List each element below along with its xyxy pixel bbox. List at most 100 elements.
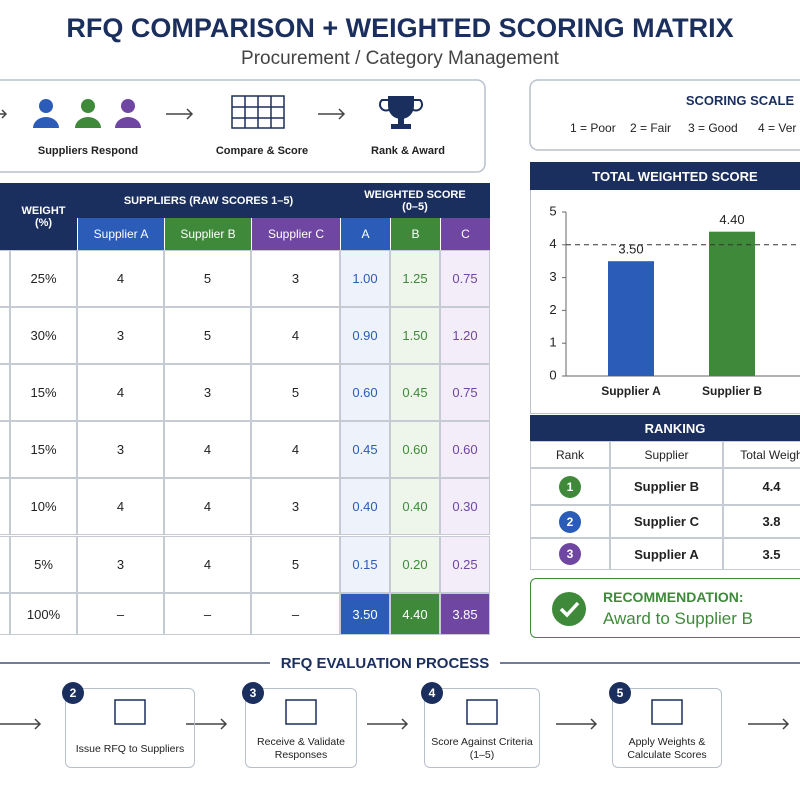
table-cell: 5	[164, 307, 251, 364]
ranking-cell	[530, 505, 610, 538]
weighted-score-cell: 3.85	[440, 593, 490, 635]
weighted-score-cell: 0.40	[340, 478, 390, 535]
table-cell: 4	[77, 250, 164, 307]
process-box	[245, 688, 357, 768]
process-box	[612, 688, 722, 768]
value-label: 4.40	[719, 212, 744, 227]
scale-item: 2 = Fair	[630, 121, 672, 135]
process-label: Apply Weights & Calculate Scores	[627, 736, 707, 761]
row-label-cell	[0, 478, 10, 535]
weighted-score-cell: 0.25	[440, 536, 490, 593]
ranking-cell: 3.8	[723, 505, 800, 538]
weighted-column-header: C	[440, 218, 490, 250]
supplier-column-header: Supplier A	[77, 218, 164, 250]
table-cell: –	[164, 593, 251, 635]
ranking-title: RANKING	[530, 415, 800, 441]
ranking-cell	[530, 538, 610, 570]
process-label: Receive & Validate Responses	[257, 736, 345, 761]
ranking-column-header: Total Weigh	[723, 441, 800, 468]
row-label-cell	[0, 421, 10, 478]
recommendation-text: Award to Supplier B	[603, 609, 753, 628]
icon-trophy	[379, 96, 423, 129]
table-cell: 3	[251, 250, 340, 307]
weighted-score-cell: 1.50	[390, 307, 440, 364]
table-cell: 4	[251, 307, 340, 364]
weighted-score-cell: 0.60	[340, 364, 390, 421]
y-tick-label: 0	[549, 367, 556, 382]
flow-arrows	[0, 108, 346, 120]
scale-item: 4 = Ver	[758, 121, 797, 135]
table-cell: 4	[251, 421, 340, 478]
table-cell: 3	[77, 421, 164, 478]
process-box	[65, 688, 195, 768]
table-cell: 5%	[10, 536, 77, 593]
row-label-cell	[0, 536, 10, 593]
icon-grid	[231, 95, 285, 129]
process-icon	[285, 699, 317, 725]
process-icon	[466, 699, 498, 725]
rank-badge: 3	[559, 543, 581, 565]
suppliers-header: SUPPLIERS (RAW SCORES 1–5)	[77, 183, 340, 218]
row-label-cell	[0, 250, 10, 307]
ranking-cell: 4.4	[723, 468, 800, 505]
weighted-score-cell: 0.75	[440, 250, 490, 307]
process-number: 2	[62, 682, 84, 704]
table-cell: 4	[77, 478, 164, 535]
table-cell: –	[251, 593, 340, 635]
weighted-score-cell: 0.75	[440, 364, 490, 421]
table-cell: –	[77, 593, 164, 635]
process-box	[424, 688, 540, 768]
weighted-score-cell: 0.40	[390, 478, 440, 535]
scale-title: SCORING SCALE	[685, 92, 795, 108]
weighted-score-cell: 0.60	[440, 421, 490, 478]
process-icon	[651, 699, 683, 725]
ranking-cell: Supplier C	[610, 505, 723, 538]
table-cell: 25%	[10, 250, 77, 307]
table-cell: 5	[251, 364, 340, 421]
ranking-cell: 3.5	[723, 538, 800, 570]
weighted-header: WEIGHTED SCORE (0–5)	[340, 183, 490, 218]
weighted-column-header: B	[390, 218, 440, 250]
y-tick-label: 1	[549, 335, 556, 350]
row-label-cell	[0, 593, 10, 635]
weighted-score-cell: 1.25	[390, 250, 440, 307]
ranking-cell	[530, 468, 610, 505]
recommendation-label: RECOMMENDATION:	[603, 589, 744, 605]
weighted-score-cell: 0.30	[440, 478, 490, 535]
scale-box	[529, 79, 800, 151]
process-number: 5	[609, 682, 631, 704]
table-cell: 3	[77, 536, 164, 593]
check-icon	[552, 592, 586, 626]
process-label: Issue RFQ to Suppliers	[75, 742, 185, 755]
table-cell: 5	[251, 536, 340, 593]
ranking-column-header: Rank	[530, 441, 610, 468]
weighted-score-cell: 4.40	[390, 593, 440, 635]
ranking-column-header: Supplier	[610, 441, 723, 468]
x-tick-label: Supplier A	[601, 384, 661, 398]
weighted-score-cell: 0.45	[340, 421, 390, 478]
chart-title: TOTAL WEIGHTED SCORE	[530, 162, 800, 190]
process-arrows	[0, 718, 790, 730]
process-number: 3	[242, 682, 264, 704]
table-cell: 15%	[10, 364, 77, 421]
weighted-score-cell: 3.50	[340, 593, 390, 635]
title: RFQ COMPARISON + WEIGHTED SCORING MATRIX	[66, 12, 734, 43]
flow-label: Compare & Score	[215, 145, 309, 157]
process-number: 4	[421, 682, 443, 704]
table-cell: 3	[164, 364, 251, 421]
weighted-score-cell: 1.00	[340, 250, 390, 307]
weighted-score-cell: 0.60	[390, 421, 440, 478]
weighted-score-cell: 0.90	[340, 307, 390, 364]
table-cell: 10%	[10, 478, 77, 535]
process-icon	[114, 699, 146, 725]
weighted-score-cell: 0.15	[340, 536, 390, 593]
table-cell: 4	[164, 421, 251, 478]
supplier-column-header: Supplier B	[164, 218, 251, 250]
flow-label: Rank & Award	[371, 145, 445, 157]
y-tick-label: 4	[549, 236, 556, 251]
rank-badge: 1	[559, 475, 581, 498]
icon-person-a	[33, 99, 59, 128]
